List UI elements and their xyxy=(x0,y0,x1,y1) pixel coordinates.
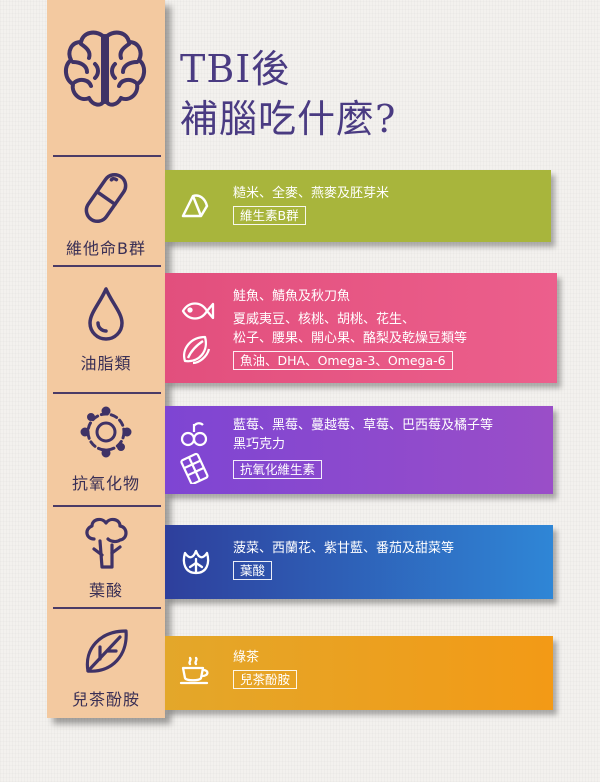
band-text: 綠茶 兒茶酚胺 xyxy=(233,648,298,690)
nutrient-tag: 葉酸 xyxy=(233,561,273,580)
nutrient-tag: 兒茶酚胺 xyxy=(233,670,298,689)
antioxidant-icon xyxy=(80,406,132,458)
category-label: 葉酸 xyxy=(88,581,123,600)
divider xyxy=(53,392,161,394)
food-list-line: 松子、腰果、開心果、酪梨及乾燥豆類等 xyxy=(233,331,468,346)
band-text: 鮭魚、鯖魚及秋刀魚 夏威夷豆、核桃、胡桃、花生、 松子、腰果、開心果、酪梨及乾燥… xyxy=(233,287,467,371)
food-list-line: 鮭魚、鯖魚及秋刀魚 xyxy=(233,289,351,304)
sidebar: 維他命B群 油脂類 抗氧化物 葉酸 兒茶酚胺 xyxy=(47,0,165,718)
food-band-oils: 鮭魚、鯖魚及秋刀魚 夏威夷豆、核桃、胡桃、花生、 松子、腰果、開心果、酪梨及乾燥… xyxy=(165,273,557,383)
band-text: 糙米、全麥、燕麥及胚芽米 維生素B群 xyxy=(233,184,389,226)
fish-icon xyxy=(181,302,215,320)
capsule-icon xyxy=(84,172,128,224)
nutrient-tag: 維生素B群 xyxy=(233,206,306,225)
food-band-vitamin-b: 糙米、全麥、燕麥及胚芽米 維生素B群 xyxy=(165,170,551,242)
page-title-line2: 補腦吃什麼? xyxy=(180,97,397,141)
nuts-icon xyxy=(182,335,211,365)
band-text: 藍莓、黑莓、蔓越莓、草莓、巴西莓及橘子等 黑巧克力 抗氧化維生素 xyxy=(233,416,493,480)
band-text: 菠菜、西蘭花、紫甘藍、番茄及甜菜等 葉酸 xyxy=(233,539,454,581)
food-list-line: 夏威夷豆、核桃、胡桃、花生、 xyxy=(233,312,416,327)
food-band-antioxidants: 藍莓、黑莓、蔓越莓、草莓、巴西莓及橘子等 黑巧克力 抗氧化維生素 xyxy=(165,406,553,494)
divider xyxy=(53,607,161,609)
grain-icon xyxy=(181,194,209,218)
broccoli-icon xyxy=(85,517,128,569)
category-label: 維他命B群 xyxy=(66,239,146,258)
food-list-line: 菠菜、西蘭花、紫甘藍、番茄及甜菜等 xyxy=(233,541,455,556)
brain-icon xyxy=(64,30,146,107)
leaf-icon xyxy=(85,629,128,673)
divider xyxy=(53,505,161,507)
chocolate-icon xyxy=(180,452,209,484)
food-list-line: 綠茶 xyxy=(233,650,260,665)
tea-cup-icon xyxy=(179,656,209,685)
nutrient-tag: 魚油、DHA、Omega-3、Omega-6 xyxy=(233,351,453,370)
food-list-line: 黑巧克力 xyxy=(233,437,286,452)
page-title-line1: TBI後 xyxy=(180,47,291,91)
nutrient-tag: 抗氧化維生素 xyxy=(233,460,323,479)
food-band-catecholamines: 綠茶 兒茶酚胺 xyxy=(165,636,553,710)
berries-icon xyxy=(180,422,208,447)
food-list-line: 糙米、全麥、燕麥及胚芽米 xyxy=(233,186,390,201)
category-label: 油脂類 xyxy=(80,354,132,373)
divider xyxy=(53,155,161,157)
food-band-folic-acid: 菠菜、西蘭花、紫甘藍、番茄及甜菜等 葉酸 xyxy=(165,525,553,599)
category-label: 兒茶酚胺 xyxy=(71,690,140,709)
vegetable-icon xyxy=(182,549,210,575)
category-label: 抗氧化物 xyxy=(71,474,140,493)
food-list-line: 藍莓、黑莓、蔓越莓、草莓、巴西莓及橘子等 xyxy=(233,418,494,433)
oil-drop-icon xyxy=(88,287,124,341)
divider xyxy=(53,265,161,267)
